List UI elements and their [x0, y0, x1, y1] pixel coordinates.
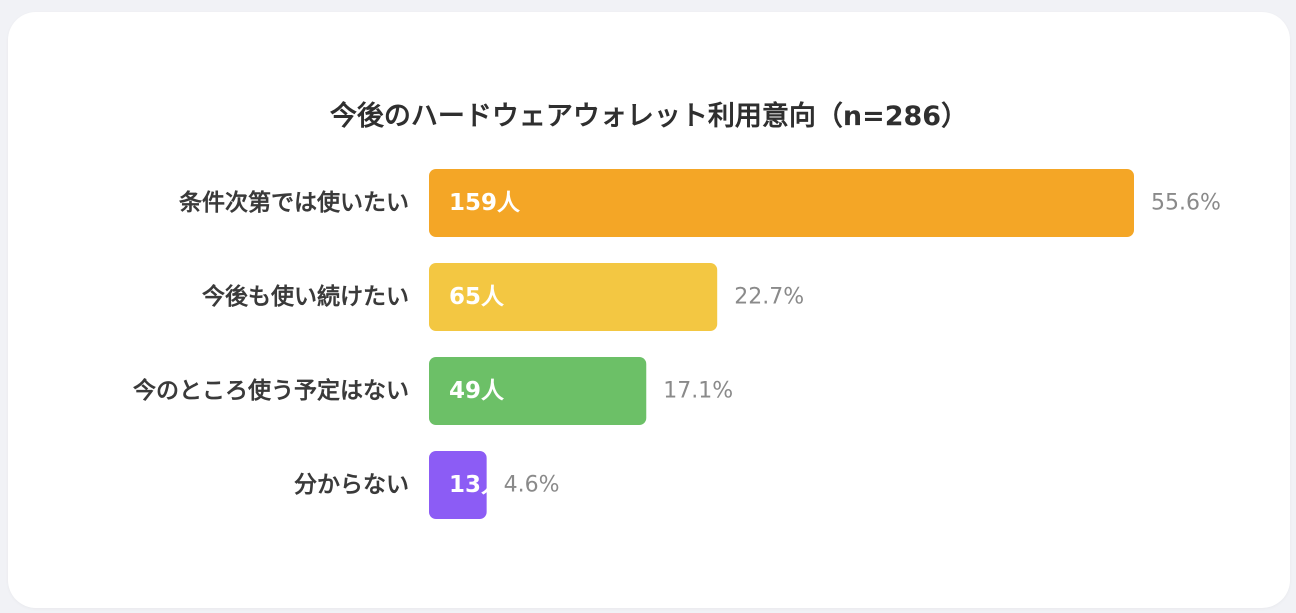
category-label-3: 分からない [294, 472, 409, 498]
chart-title: 今後のハードウェアウォレット利用意向（n=286） [329, 101, 969, 132]
count-label-2: 49人 [449, 378, 505, 404]
bar-1 [429, 263, 718, 331]
bar-chart: 条件次第では使いたい 159人 55.6% 今後も使い続けたい 65人 22.7% 今のとこ… [133, 169, 1221, 519]
bar-0 [429, 169, 1134, 237]
percent-label-3: 4.6% [504, 473, 560, 498]
chart-card: 今後のハードウェアウォレット利用意向（n=286） 条件次第では使いたい 159人… [8, 12, 1290, 608]
count-label-0: 159人 [449, 190, 521, 216]
percent-label-2: 17.1% [663, 379, 733, 404]
count-label-1: 65人 [449, 284, 505, 310]
percent-label-1: 22.7% [734, 285, 804, 310]
category-label-1: 今後も使い続けたい [202, 283, 409, 310]
category-label-0: 条件次第では使いたい [179, 189, 409, 216]
percent-label-0: 55.6% [1151, 191, 1221, 216]
category-label-2: 今のところ使う予定はない [133, 377, 409, 404]
bar-3 [429, 451, 487, 519]
count-label-3: 13人 [449, 472, 505, 498]
bar-2 [429, 357, 647, 425]
